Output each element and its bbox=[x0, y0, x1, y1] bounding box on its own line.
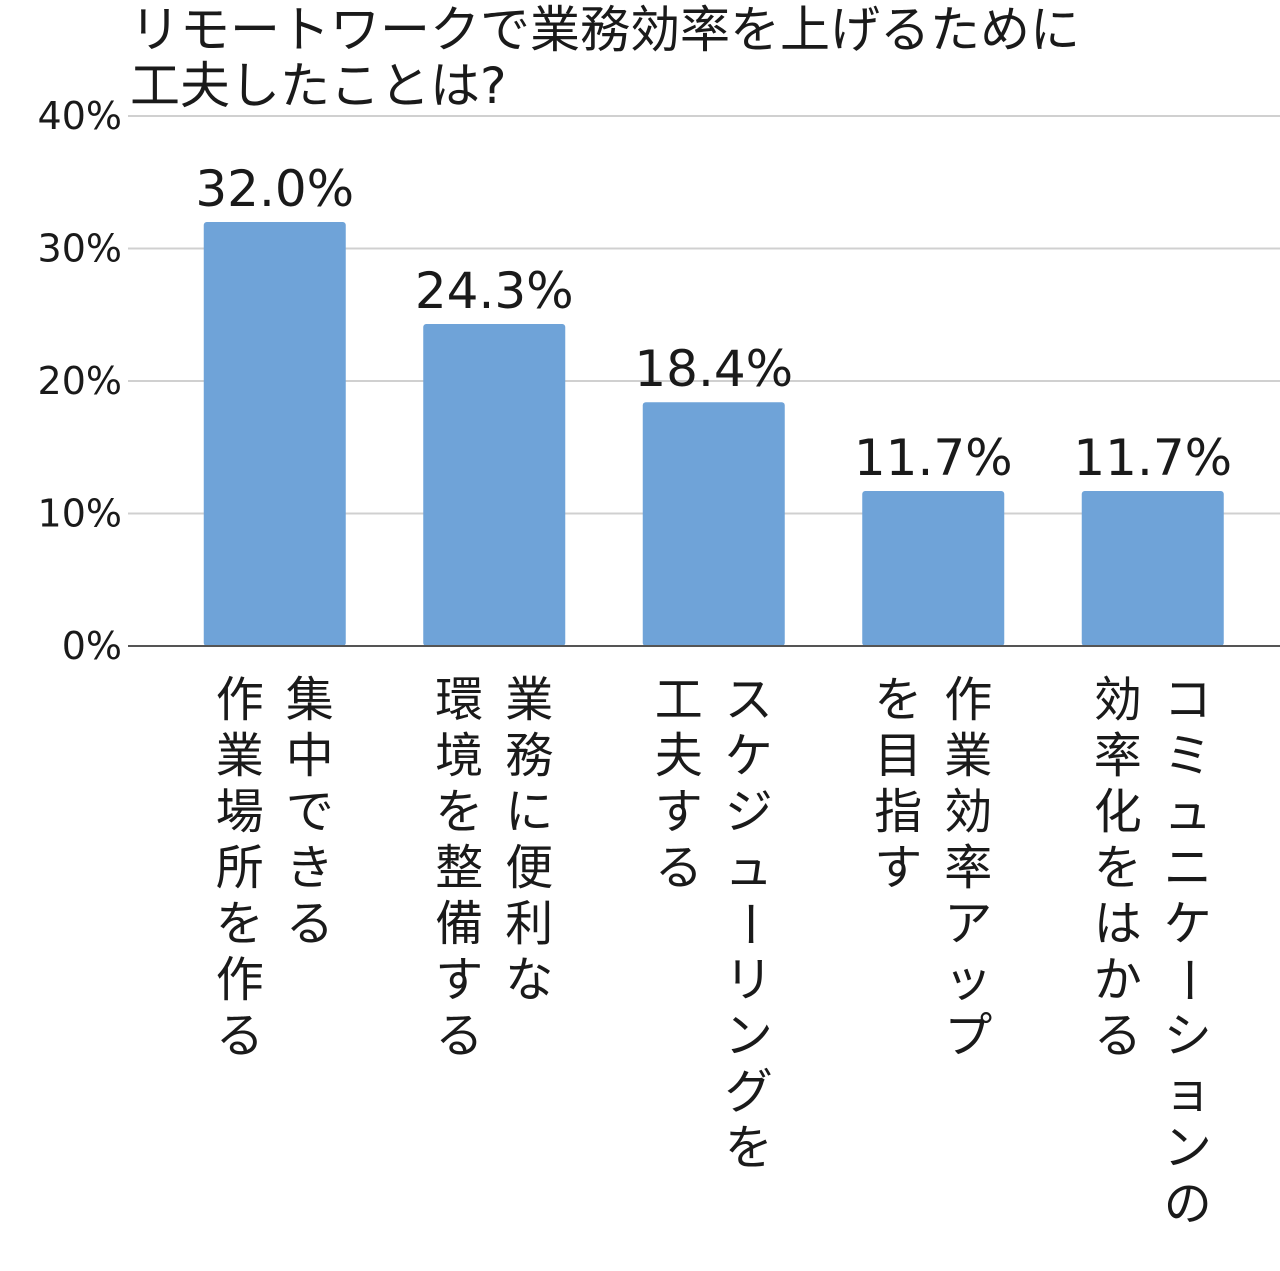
category-char: 率 bbox=[944, 840, 992, 896]
y-tick-label: 0% bbox=[62, 624, 122, 668]
category-char: ケ bbox=[1164, 896, 1212, 952]
category-char: る bbox=[655, 840, 703, 896]
y-tick-label: 40% bbox=[38, 94, 122, 138]
data-label: 11.7% bbox=[1073, 429, 1232, 487]
category-char: を bbox=[725, 1120, 773, 1176]
category-char: 夫 bbox=[655, 728, 703, 784]
category-char: ス bbox=[725, 672, 773, 728]
category-char: る bbox=[286, 896, 334, 952]
category-char: る bbox=[1094, 1008, 1142, 1064]
category-char: 業 bbox=[505, 672, 553, 728]
category-char: 環 bbox=[435, 672, 483, 728]
category-char: を bbox=[874, 672, 922, 728]
data-label: 24.3% bbox=[415, 262, 574, 320]
category-char: ュ bbox=[1164, 784, 1212, 840]
chart-title-line-1: リモートワークで業務効率を上げるために bbox=[130, 1, 1080, 59]
y-tick-label: 30% bbox=[38, 227, 122, 271]
category-char: か bbox=[1094, 952, 1142, 1008]
category-char: で bbox=[286, 784, 334, 840]
bar bbox=[1081, 490, 1224, 646]
category-char: グ bbox=[725, 1064, 773, 1120]
data-label: 18.4% bbox=[634, 340, 793, 398]
category-char: ケ bbox=[725, 728, 773, 784]
category-char: ン bbox=[725, 1008, 773, 1064]
bar bbox=[642, 402, 785, 646]
category-char: 作 bbox=[216, 952, 264, 1008]
category-char: ニ bbox=[1164, 840, 1212, 896]
category-char: 効 bbox=[1094, 672, 1142, 728]
category-char: 効 bbox=[944, 784, 992, 840]
category-char: 所 bbox=[216, 840, 264, 896]
data-label: 32.0% bbox=[195, 160, 354, 218]
bar bbox=[423, 324, 566, 646]
category-char: 率 bbox=[1094, 728, 1142, 784]
chart-title-line-2: 工夫したことは? bbox=[130, 57, 507, 115]
category-char: ョ bbox=[1164, 1064, 1212, 1120]
category-char: コ bbox=[1164, 672, 1212, 728]
category-char: 備 bbox=[435, 896, 483, 952]
data-label: 11.7% bbox=[854, 429, 1013, 487]
category-char: を bbox=[1094, 840, 1142, 896]
category-char: 作 bbox=[944, 672, 992, 728]
category-char: 業 bbox=[944, 728, 992, 784]
category-char: プ bbox=[944, 1008, 992, 1064]
category-char: る bbox=[216, 1008, 264, 1064]
category-char: す bbox=[435, 952, 483, 1008]
category-char: リ bbox=[725, 952, 773, 1008]
category-char: 場 bbox=[216, 784, 264, 840]
category-char: 工 bbox=[655, 672, 703, 728]
category-char: に bbox=[505, 784, 553, 840]
category-char: す bbox=[874, 840, 922, 896]
category-char: 目 bbox=[874, 728, 922, 784]
category-char: き bbox=[286, 840, 334, 896]
category-char: 業 bbox=[216, 728, 264, 784]
category-char: 整 bbox=[435, 840, 483, 896]
bar bbox=[862, 490, 1005, 646]
category-char: の bbox=[1164, 1176, 1212, 1232]
chart-title: リモートワークで業務効率を上げるために 工夫したことは? bbox=[130, 2, 1250, 114]
category-char: ア bbox=[944, 896, 992, 952]
bar bbox=[203, 222, 346, 646]
y-tick-label: 20% bbox=[38, 359, 122, 403]
category-char: 化 bbox=[1094, 784, 1142, 840]
category-char: 集 bbox=[286, 672, 334, 728]
y-tick-label: 10% bbox=[38, 492, 122, 536]
category-char: ッ bbox=[944, 952, 992, 1008]
category-char: 中 bbox=[286, 728, 334, 784]
category-char: ュ bbox=[725, 840, 773, 896]
category-char: る bbox=[435, 1008, 483, 1064]
category-char: ー bbox=[721, 900, 777, 948]
category-char: す bbox=[655, 784, 703, 840]
category-char: シ bbox=[1164, 1008, 1212, 1064]
category-char: を bbox=[216, 896, 264, 952]
category-char: ジ bbox=[725, 784, 773, 840]
category-char: 利 bbox=[505, 896, 553, 952]
category-char: ー bbox=[1160, 956, 1216, 1004]
category-char: 便 bbox=[505, 840, 553, 896]
category-char: を bbox=[435, 784, 483, 840]
category-char: 境 bbox=[435, 728, 483, 784]
category-char: な bbox=[505, 952, 553, 1008]
category-char: ン bbox=[1164, 1120, 1212, 1176]
category-char: は bbox=[1094, 896, 1142, 952]
category-char: 指 bbox=[874, 784, 922, 840]
category-char: 作 bbox=[216, 672, 264, 728]
category-char: 務 bbox=[505, 728, 553, 784]
category-char: ミ bbox=[1164, 728, 1212, 784]
